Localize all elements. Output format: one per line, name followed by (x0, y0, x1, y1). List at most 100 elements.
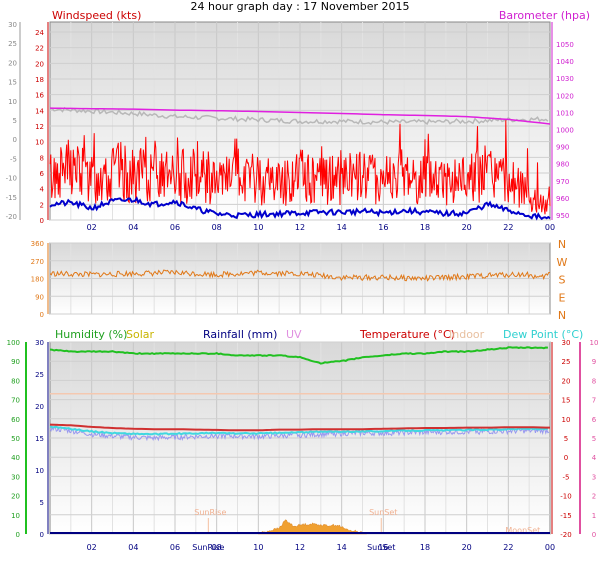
series-temperature (49, 423, 550, 432)
x-tick-label: SunSet (367, 543, 395, 552)
x-tick-label: 06 (170, 543, 180, 552)
barometer-tick-label: 1020 (556, 92, 574, 100)
series-wind-gust (49, 106, 549, 126)
windspeed-tick-label: 24 (35, 29, 44, 37)
outer-left-tick-label: 5 (13, 117, 17, 125)
windspeed-tick-label: 0 (40, 217, 44, 225)
outer-left-tick-label: -10 (6, 175, 17, 183)
rainfall-tick-label: 0 (40, 531, 44, 539)
barometer-tick-label: 1050 (556, 41, 574, 49)
humidity-tick-label: 60 (11, 416, 20, 424)
temperature-tick-label: 10 (562, 416, 571, 424)
series-solar-area (257, 519, 367, 535)
legend-item: Indoor (449, 328, 485, 341)
humidity-tick-label: 70 (11, 397, 20, 405)
barometer-tick-label: 970 (556, 178, 569, 186)
temperature-tick-label: 20 (562, 377, 571, 385)
x-tick-label: SunRise (192, 543, 224, 552)
legend-item: Temperature (°C) (359, 328, 455, 341)
outer-left-tick-label: 10 (8, 98, 17, 106)
x-tick-label: 16 (378, 223, 388, 232)
x-tick-label: 18 (420, 223, 430, 232)
legend-item: Humidity (%) (55, 328, 127, 341)
windspeed-tick-label: 12 (35, 123, 44, 131)
barometer-tick-label: 980 (556, 161, 569, 169)
x-tick-label: 10 (253, 543, 263, 552)
barometer-axis-label: Barometer (hpa) (499, 9, 590, 22)
legend-item: Solar (126, 328, 155, 341)
compass-label: E (559, 291, 566, 304)
windspeed-tick-label: 2 (40, 201, 44, 209)
series-dew-point (49, 425, 548, 436)
windspeed-axis-label: Windspeed (kts) (52, 9, 141, 22)
x-tick-label: 12 (295, 543, 305, 552)
uv-tick-label: 10 (590, 339, 599, 347)
outer-left-tick-label: 20 (8, 59, 17, 67)
uv-tick-label: 6 (592, 416, 597, 424)
direction-tick-label: 360 (31, 240, 44, 248)
x-tick-label: 08 (212, 543, 222, 552)
windspeed-tick-label: 14 (35, 107, 44, 115)
temperature-tick-label: 5 (564, 435, 568, 443)
humidity-tick-label: 90 (11, 358, 20, 366)
windspeed-tick-label: 6 (40, 170, 45, 178)
windspeed-tick-label: 18 (35, 76, 44, 84)
rainfall-tick-label: 10 (35, 467, 44, 475)
uv-tick-label: 2 (592, 493, 596, 501)
x-tick-label: 04 (128, 223, 138, 232)
rainfall-tick-label: 30 (35, 339, 44, 347)
uv-tick-label: 8 (592, 377, 596, 385)
windspeed-tick-label: 22 (35, 45, 44, 53)
series-barometer (49, 107, 551, 125)
humidity-tick-label: 80 (11, 377, 20, 385)
uv-tick-label: 0 (592, 531, 596, 539)
rainfall-tick-label: 20 (35, 403, 44, 411)
barometer-tick-label: 960 (556, 195, 569, 203)
direction-tick-label: 90 (35, 293, 44, 301)
series-humidity (49, 346, 548, 365)
uv-tick-label: 9 (592, 358, 596, 366)
outer-left-tick-label: 0 (13, 136, 17, 144)
x-tick-label: 02 (87, 543, 97, 552)
uv-tick-label: 4 (592, 454, 597, 462)
outer-left-tick-label: -15 (6, 194, 17, 202)
compass-label: S (559, 274, 566, 287)
compass-label: W (557, 256, 568, 269)
outer-left-tick-label: -5 (10, 155, 17, 163)
barometer-tick-label: 1010 (556, 109, 574, 117)
barometer-tick-label: 1000 (556, 127, 574, 135)
chart-title: 24 hour graph day : 17 November 2015 (190, 0, 409, 13)
humidity-tick-label: 30 (11, 473, 20, 481)
barometer-tick-label: 950 (556, 212, 569, 220)
legend-item: UV (286, 328, 302, 341)
outer-left-tick-label: 30 (8, 21, 17, 29)
x-tick-label: 16 (378, 543, 388, 552)
annotation-label: SunSet (369, 508, 397, 517)
temperature-tick-label: 0 (564, 454, 568, 462)
x-tick-label: 20 (462, 223, 472, 232)
series-windspeed (49, 120, 551, 215)
humidity-tick-label: 10 (11, 512, 20, 520)
rainfall-tick-label: 5 (40, 499, 44, 507)
windspeed-tick-label: 10 (35, 139, 44, 147)
x-tick-label: 22 (503, 223, 513, 232)
x-tick-label: 00 (545, 543, 555, 552)
x-tick-label: 06 (170, 223, 180, 232)
x-tick-label: 14 (337, 223, 347, 232)
temperature-tick-label: -20 (560, 531, 571, 539)
annotation-label: MoonSet (505, 526, 540, 535)
windspeed-tick-label: 8 (40, 154, 44, 162)
outer-left-tick-label: -20 (6, 213, 17, 221)
uv-tick-label: 7 (592, 397, 596, 405)
barometer-tick-label: 1030 (556, 75, 574, 83)
annotation-label: SunRise (194, 508, 226, 517)
direction-tick-label: 180 (31, 276, 44, 284)
x-tick-label: 14 (337, 543, 347, 552)
humidity-tick-label: 50 (11, 435, 20, 443)
rainfall-tick-label: 25 (35, 371, 44, 379)
uv-tick-label: 1 (592, 512, 596, 520)
humidity-tick-label: 20 (11, 493, 20, 501)
direction-tick-label: 270 (31, 258, 44, 266)
